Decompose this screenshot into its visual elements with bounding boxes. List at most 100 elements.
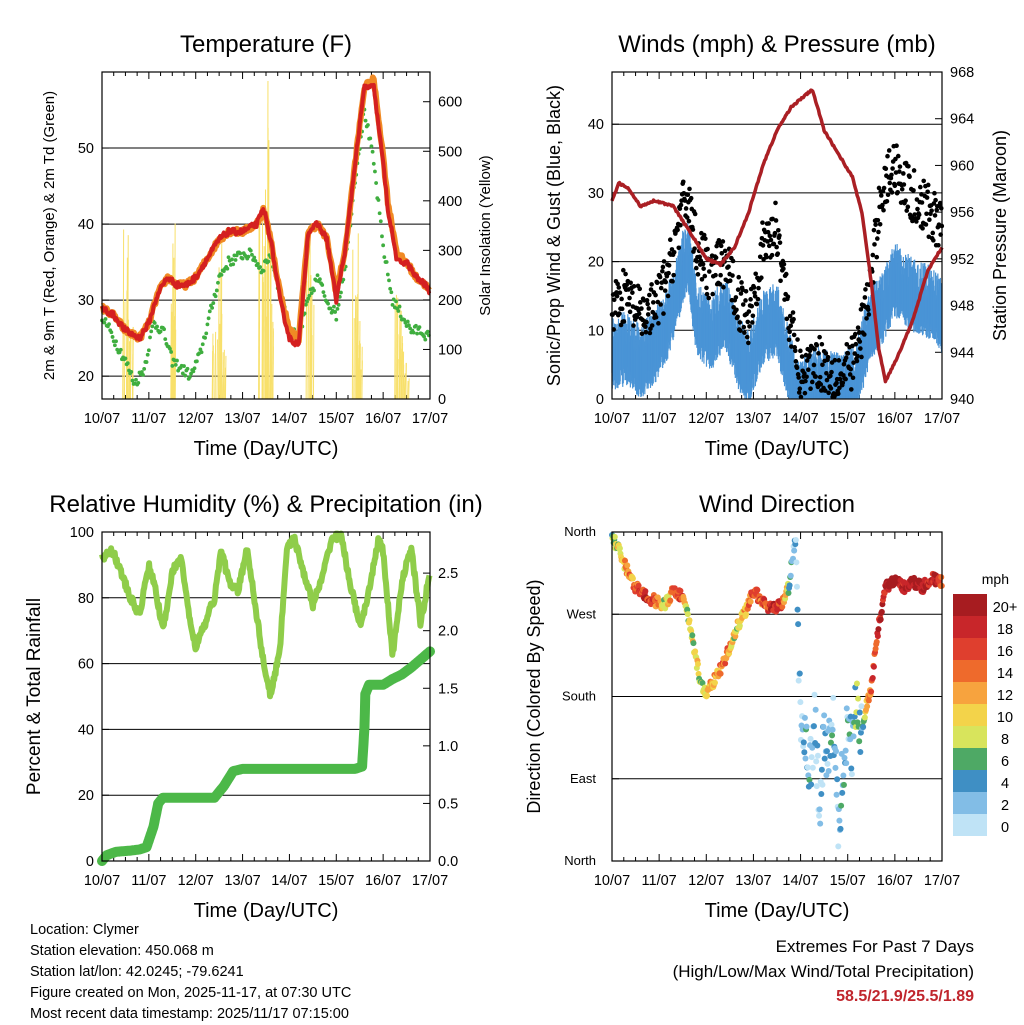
gust-point bbox=[760, 220, 765, 225]
gust-point bbox=[696, 272, 701, 277]
colorbar-label: 16 bbox=[997, 644, 1013, 660]
gust-point bbox=[738, 328, 743, 333]
temperature-x-tick-label: 16/07 bbox=[365, 411, 401, 427]
temperature-title: Temperature (F) bbox=[180, 31, 352, 58]
winds-y-tick-label: 0 bbox=[596, 392, 604, 408]
gust-point bbox=[768, 234, 773, 239]
gust-point bbox=[933, 213, 938, 218]
gust-point bbox=[873, 222, 878, 227]
gust-point bbox=[925, 189, 930, 194]
direction-point bbox=[830, 727, 836, 733]
dewpoint-point bbox=[147, 348, 151, 352]
direction-point bbox=[817, 821, 823, 827]
dewpoint-point bbox=[201, 342, 205, 346]
direction-point bbox=[743, 611, 749, 617]
gust-point bbox=[925, 195, 930, 200]
gust-point bbox=[628, 310, 633, 315]
direction-point bbox=[689, 632, 695, 638]
gust-point bbox=[637, 287, 642, 292]
dewpoint-point bbox=[262, 269, 266, 273]
winds-y2-tick-label: 968 bbox=[950, 65, 974, 81]
direction-point bbox=[687, 617, 693, 623]
dewpoint-point bbox=[256, 262, 260, 266]
humidity-y2-tick-label: 0.0 bbox=[438, 854, 458, 870]
gust-point bbox=[814, 343, 819, 348]
dewpoint-point bbox=[238, 252, 242, 256]
dewpoint-point bbox=[336, 307, 340, 311]
direction-point bbox=[814, 783, 820, 789]
gust-point bbox=[658, 275, 663, 280]
dewpoint-point bbox=[323, 294, 327, 298]
direction-point bbox=[835, 843, 841, 849]
dewpoint-point bbox=[386, 273, 390, 277]
gust-point bbox=[778, 240, 783, 245]
gust-point bbox=[920, 226, 925, 231]
humidity-y2-tick-label: 0.5 bbox=[438, 796, 458, 812]
gust-point bbox=[774, 218, 779, 223]
dewpoint-point bbox=[126, 361, 130, 365]
direction-point bbox=[801, 739, 807, 745]
direction-point bbox=[822, 756, 828, 762]
dewpoint-point bbox=[406, 320, 410, 324]
gust-point bbox=[745, 335, 750, 340]
dewpoint-point bbox=[326, 302, 330, 306]
direction-point bbox=[797, 671, 803, 677]
dewpoint-point bbox=[385, 260, 389, 264]
temperature-y-tick-label: 40 bbox=[78, 217, 94, 233]
dewpoint-point bbox=[368, 137, 372, 141]
gust-point bbox=[695, 259, 700, 264]
gust-point bbox=[903, 198, 908, 203]
direction-point bbox=[875, 633, 881, 639]
gust-point bbox=[638, 300, 643, 305]
gust-point bbox=[756, 297, 761, 302]
direction-point bbox=[642, 588, 648, 594]
direction-point bbox=[677, 588, 683, 594]
temperature-y2-tick-label: 200 bbox=[438, 293, 462, 309]
gust-point bbox=[800, 354, 805, 359]
gust-point bbox=[884, 166, 889, 171]
gust-point bbox=[747, 309, 752, 314]
direction-point bbox=[794, 584, 800, 590]
dewpoint-point bbox=[114, 339, 118, 343]
gust-point bbox=[670, 279, 675, 284]
gust-point bbox=[807, 353, 812, 358]
gust-point bbox=[663, 288, 668, 293]
gust-point bbox=[627, 296, 632, 301]
gust-point bbox=[693, 212, 698, 217]
colorbar-swatch bbox=[953, 594, 987, 616]
colorbar-label: 14 bbox=[997, 666, 1013, 682]
direction-point bbox=[851, 733, 857, 739]
colorbar-swatch bbox=[953, 704, 987, 726]
gust-point bbox=[649, 282, 654, 287]
gust-point bbox=[646, 306, 651, 311]
gust-point bbox=[719, 244, 724, 249]
gust-point bbox=[902, 182, 907, 187]
direction-point bbox=[805, 764, 811, 770]
winds-y2-tick-label: 952 bbox=[950, 252, 974, 268]
dewpoint-point bbox=[380, 234, 384, 238]
gust-point bbox=[927, 217, 932, 222]
direction-point bbox=[834, 776, 840, 782]
gust-point bbox=[806, 367, 811, 372]
direction-point bbox=[812, 692, 818, 698]
direction-point bbox=[857, 749, 863, 755]
gust-point bbox=[791, 317, 796, 322]
gust-point bbox=[851, 375, 856, 380]
gust-point bbox=[714, 255, 719, 260]
gust-point bbox=[710, 292, 715, 297]
gust-point bbox=[631, 323, 636, 328]
gust-point bbox=[736, 287, 741, 292]
gust-point bbox=[872, 228, 877, 233]
gust-point bbox=[666, 271, 671, 276]
gust-point bbox=[723, 249, 728, 254]
winds-x-tick-label: 16/07 bbox=[877, 411, 913, 427]
gust-point bbox=[645, 302, 650, 307]
temperature-y-tick-label: 20 bbox=[78, 369, 94, 385]
gust-point bbox=[885, 199, 890, 204]
winds-y2-tick-label: 944 bbox=[950, 345, 974, 361]
gust-point bbox=[803, 391, 808, 396]
gust-point bbox=[627, 302, 632, 307]
dewpoint-point bbox=[254, 259, 258, 263]
direction-point bbox=[856, 738, 862, 744]
dewpoint-point bbox=[174, 363, 178, 367]
